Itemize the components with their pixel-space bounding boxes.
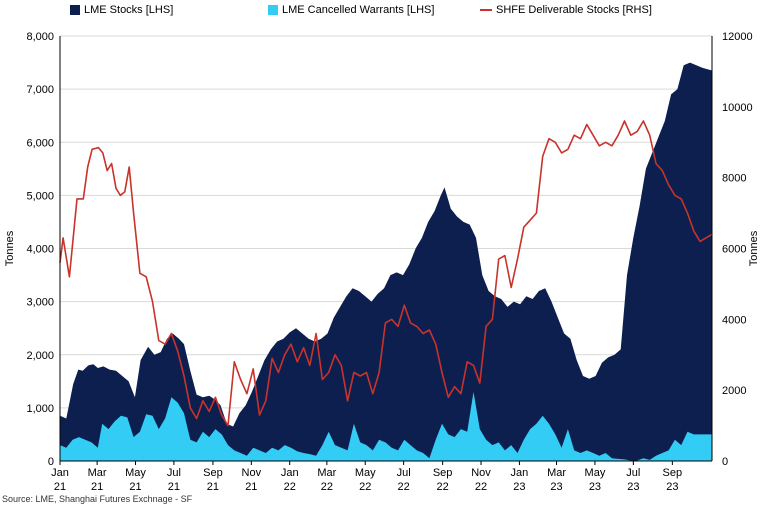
y-right-tick-label: 6000 <box>722 244 746 256</box>
x-tick-label-year: 21 <box>54 481 66 493</box>
y-left-tick-label: 1,000 <box>26 403 54 415</box>
legend-label-lme-stocks: LME Stocks [LHS] <box>84 4 174 16</box>
y-right-tick-label: 2000 <box>722 385 746 397</box>
x-tick-label-year: 23 <box>666 481 678 493</box>
x-tick-label-month: Sep <box>203 467 223 479</box>
lme-cancelled-warrants-area <box>60 391 712 461</box>
shfe-swatch <box>480 9 492 11</box>
x-tick-label-month: Jul <box>167 467 181 479</box>
lme-stocks-swatch <box>70 5 80 15</box>
x-tick-label-year: 22 <box>321 481 333 493</box>
x-tick-label-year: 23 <box>627 481 639 493</box>
x-tick-label-month: Jan <box>511 467 529 479</box>
x-tick-label-year: 21 <box>245 481 257 493</box>
y-left-tick-label: 8,000 <box>26 31 54 43</box>
y-left-tick-label: 2,000 <box>26 350 54 362</box>
x-tick-label-year: 23 <box>513 481 525 493</box>
legend-label-lme-cancelled-warrants: LME Cancelled Warrants [LHS] <box>282 4 435 16</box>
x-tick-label-month: Mar <box>88 467 107 479</box>
x-tick-label-year: 21 <box>129 481 141 493</box>
x-tick-label-year: 22 <box>437 481 449 493</box>
x-tick-label-month: Jan <box>281 467 299 479</box>
x-tick-label-year: 21 <box>207 481 219 493</box>
y-left-tick-label: 5,000 <box>26 190 54 202</box>
y-left-tick-label: 7,000 <box>26 84 54 96</box>
legend: LME Stocks [LHS] LME Cancelled Warrants … <box>0 4 770 22</box>
y-left-tick-label: 0 <box>48 456 54 468</box>
y-right-axis-title: Tonnes <box>748 230 760 266</box>
y-right-tick-label: 12000 <box>722 31 753 43</box>
x-tick-label-month: Nov <box>471 467 491 479</box>
y-left-tick-label: 6,000 <box>26 137 54 149</box>
x-tick-label-year: 22 <box>359 481 371 493</box>
y-left-tick-label: 4,000 <box>26 244 54 256</box>
x-tick-label-month: May <box>585 467 606 479</box>
lme-cw-swatch <box>268 5 278 15</box>
source-note: Source: LME, Shanghai Futures Exchnage -… <box>2 494 193 504</box>
x-tick-label-year: 22 <box>397 481 409 493</box>
x-tick-label-month: Jul <box>397 467 411 479</box>
x-tick-label-month: Mar <box>547 467 566 479</box>
y-right-tick-label: 4000 <box>722 314 746 326</box>
y-left-tick-label: 3,000 <box>26 297 54 309</box>
y-right-tick-label: 0 <box>722 456 728 468</box>
legend-item-shfe: SHFE Deliverable Stocks [RHS] <box>480 4 652 16</box>
x-tick-label-year: 23 <box>589 481 601 493</box>
x-tick-label-month: Sep <box>663 467 683 479</box>
x-tick-label-month: Mar <box>317 467 336 479</box>
x-tick-label-year: 22 <box>475 481 487 493</box>
legend-item-lme-stocks: LME Stocks [LHS] <box>70 4 173 16</box>
x-tick-label-year: 21 <box>168 481 180 493</box>
legend-label-shfe: SHFE Deliverable Stocks [RHS] <box>496 4 652 16</box>
x-tick-label-year: 22 <box>284 481 296 493</box>
legend-item-lme-cancelled-warrants: LME Cancelled Warrants [LHS] <box>268 4 434 16</box>
lme-stocks-area <box>60 62 712 461</box>
shfe-deliverable-stocks-line <box>59 120 713 427</box>
x-tick-label-month: Jul <box>626 467 640 479</box>
x-tick-label-month: May <box>355 467 376 479</box>
y-right-tick-label: 10000 <box>722 102 753 114</box>
x-tick-label-year: 21 <box>91 481 103 493</box>
x-tick-label-year: 23 <box>550 481 562 493</box>
y-right-tick-label: 8000 <box>722 173 746 185</box>
x-tick-label-month: Nov <box>242 467 262 479</box>
y-left-axis-title: Tonnes <box>4 230 16 266</box>
x-tick-label-month: Sep <box>433 467 453 479</box>
x-tick-label-month: May <box>125 467 146 479</box>
x-tick-label-month: Jan <box>51 467 69 479</box>
